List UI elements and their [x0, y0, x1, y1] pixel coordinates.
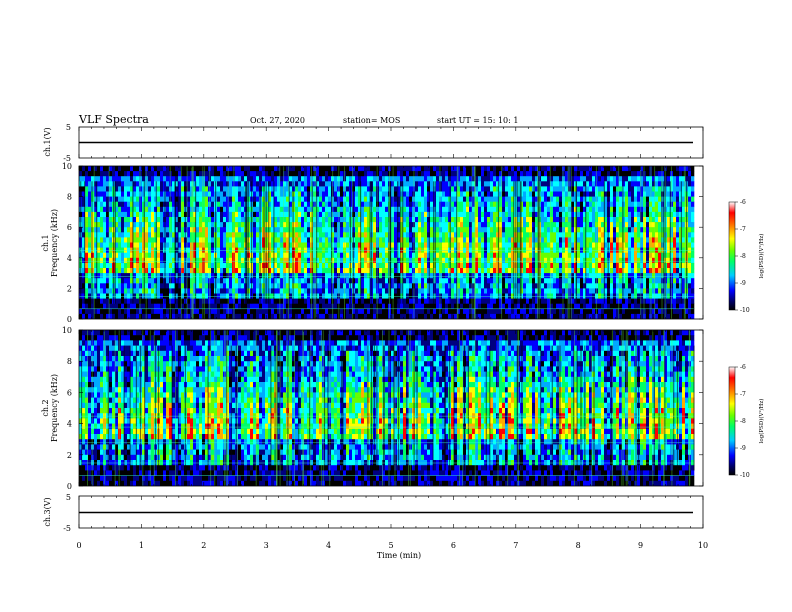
y-tick-label: 4 [67, 254, 72, 263]
colorbar-tick-label: -8 [740, 418, 746, 425]
ch1-waveform-ylabel: ch.1(V) [43, 127, 52, 156]
ch1-spectrogram-panel: 0 2 4 6 8 10 ch.1 Frequency (kHz) [41, 162, 704, 324]
y-tick-label: 6 [67, 388, 72, 397]
x-tick-label: 2 [201, 541, 206, 550]
ch2-spectrogram-xticks [78, 330, 704, 486]
ch3-ytick-bottom: -5 [63, 524, 71, 533]
ch2-colorbar-label: log(PSD)(V²/Hz) [758, 399, 765, 444]
colorbar-tick-label: -10 [740, 307, 750, 314]
y-tick-label: 8 [67, 357, 72, 366]
colorbar-tick-label: -9 [740, 445, 746, 452]
y-tick-label: 8 [67, 193, 72, 202]
ch1-colorbar-bar [728, 201, 736, 311]
time-axis-ticklabels: 0 1 2 3 4 5 6 7 8 9 10 [76, 541, 708, 550]
x-tick-label: 10 [698, 541, 708, 550]
y-tick-label: 0 [67, 315, 72, 324]
ch1-waveform-panel: 5 -5 ch.1(V) [43, 123, 704, 163]
x-tick-label: 5 [388, 541, 393, 550]
ch2-spectrogram-ylabel-ch: ch.2 [41, 399, 50, 416]
x-tick-label: 0 [76, 541, 81, 550]
time-axis-label: Time (min) [377, 551, 421, 560]
ch3-ytick-top: 5 [66, 493, 71, 502]
figure-title: VLF Spectra [78, 113, 149, 126]
ch1-spectrogram-image [79, 166, 695, 319]
x-tick-label: 4 [326, 541, 331, 550]
x-tick-label: 1 [139, 541, 144, 550]
x-tick-label: 6 [451, 541, 456, 550]
ch1-ytick-top: 5 [66, 123, 71, 132]
y-tick-label: 0 [67, 482, 72, 491]
ch1-ytick-bottom: -5 [63, 154, 71, 163]
start-ut-label: start UT = 15: 10: 1 [437, 116, 518, 125]
ch1-spectrogram-yticks: 0 2 4 6 8 10 [62, 162, 703, 324]
ch2-spectrogram-panel: 0 2 4 6 8 10 ch.2 Frequency (kHz) [41, 326, 704, 491]
x-tick-label: 8 [576, 541, 581, 550]
colorbar-tick-label: -6 [740, 364, 746, 371]
date-label: Oct. 27, 2020 [250, 116, 305, 125]
station-label: station= MOS [343, 116, 400, 125]
colorbar-tick-label: -9 [740, 280, 746, 287]
y-tick-label: 10 [62, 162, 72, 171]
ch1-waveform-xticks [78, 127, 704, 158]
colorbar-tick-label: -10 [740, 472, 750, 479]
colorbar-tick-label: -8 [740, 253, 746, 260]
x-tick-label: 7 [513, 541, 518, 550]
x-tick-label: 9 [638, 541, 643, 550]
ch1-spectrogram-ylabel-freq: Frequency (kHz) [50, 209, 59, 277]
ch3-waveform-ylabel: ch.3(V) [43, 497, 52, 526]
ch2-spectrogram-image [79, 330, 695, 486]
ch1-colorbar-ticks: -6 -7 -8 -9 -10 [735, 199, 750, 314]
y-tick-label: 4 [67, 420, 72, 429]
ch1-spectrogram-xticks [78, 166, 704, 319]
ch2-colorbar: -6 -7 -8 -9 -10 log(PSD)(V²/Hz) [728, 364, 765, 479]
ch2-spectrogram-yticks: 0 2 4 6 8 10 [62, 326, 703, 491]
y-tick-label: 10 [62, 326, 72, 335]
colorbar-tick-label: -7 [740, 391, 746, 398]
ch1-colorbar-label: log(PSD)(V²/Hz) [758, 234, 765, 279]
ch3-waveform-panel: 5 -5 ch.3(V) [43, 493, 704, 533]
x-tick-label: 3 [264, 541, 269, 550]
ch2-spectrogram-ylabel-freq: Frequency (kHz) [50, 374, 59, 442]
ch1-colorbar: -6 -7 -8 -9 -10 log(PSD)(V²/Hz) [728, 199, 765, 314]
y-tick-label: 6 [67, 223, 72, 232]
y-tick-label: 2 [67, 451, 72, 460]
colorbar-tick-label: -7 [740, 226, 746, 233]
ch2-colorbar-bar [728, 366, 736, 476]
ch3-waveform-xticks [78, 496, 704, 528]
colorbar-tick-label: -6 [740, 199, 746, 206]
ch2-colorbar-ticks: -6 -7 -8 -9 -10 [735, 364, 750, 479]
ch1-spectrogram-ylabel-ch: ch.1 [41, 234, 50, 251]
y-tick-label: 2 [67, 284, 72, 293]
